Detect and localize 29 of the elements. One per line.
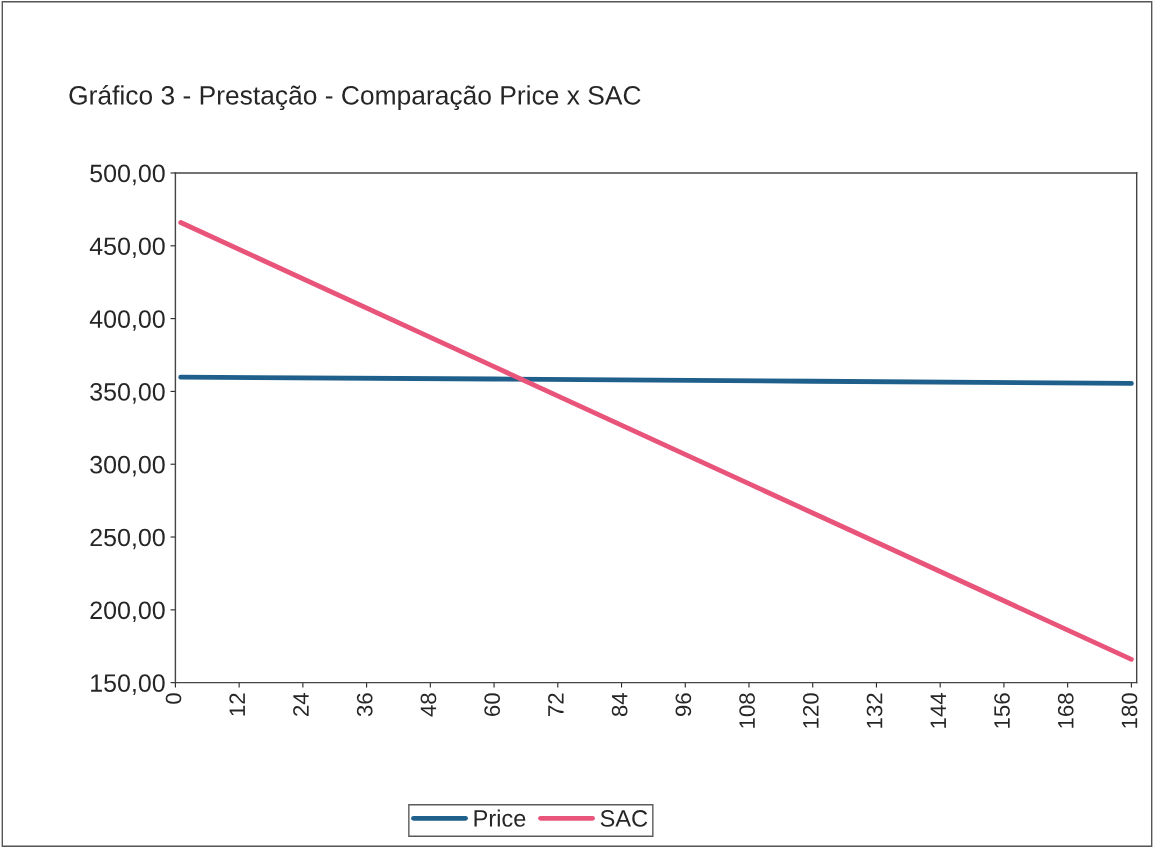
legend-label: Price — [474, 809, 526, 827]
x-tick-label: 36 — [356, 693, 373, 717]
x-tick-label: 132 — [866, 693, 883, 728]
chart-title: Gráfico 3 - Prestação - Comparação Price x SAC — [69, 85, 641, 111]
x-tick-label: 108 — [739, 693, 755, 728]
y-tick-label: 350,00 — [90, 383, 165, 404]
x-tick-label: 48 — [420, 693, 437, 717]
y-tick-label: 200,00 — [90, 601, 165, 623]
y-tick-label: 400,00 — [89, 310, 165, 331]
x-tick-label: 0 — [165, 693, 182, 704]
line-series — [178, 220, 1134, 662]
x-tick-label: 60 — [484, 693, 501, 716]
x-tick-label: 120 — [802, 693, 819, 728]
y-tick-label: 450,00 — [89, 237, 165, 259]
y-tick-label: 150,00 — [91, 674, 165, 695]
x-tick-label: 180 — [1121, 693, 1138, 728]
x-tick-label: 72 — [548, 693, 564, 716]
x-tick-label: 144 — [930, 693, 946, 728]
x-tick-label: 12 — [229, 693, 245, 716]
line-series — [178, 374, 1134, 386]
x-tick-label: 156 — [994, 693, 1010, 728]
y-tick-label: 300,00 — [90, 455, 165, 477]
x-tick-label: 96 — [675, 693, 692, 717]
y-tick-label: 500,00 — [90, 164, 165, 186]
legend-label: SAC — [600, 810, 648, 827]
x-tick-label: 84 — [611, 693, 628, 717]
y-tick-label: 250,00 — [90, 528, 165, 550]
x-tick-label: 168 — [1057, 693, 1074, 728]
x-tick-label: 24 — [293, 693, 309, 716]
